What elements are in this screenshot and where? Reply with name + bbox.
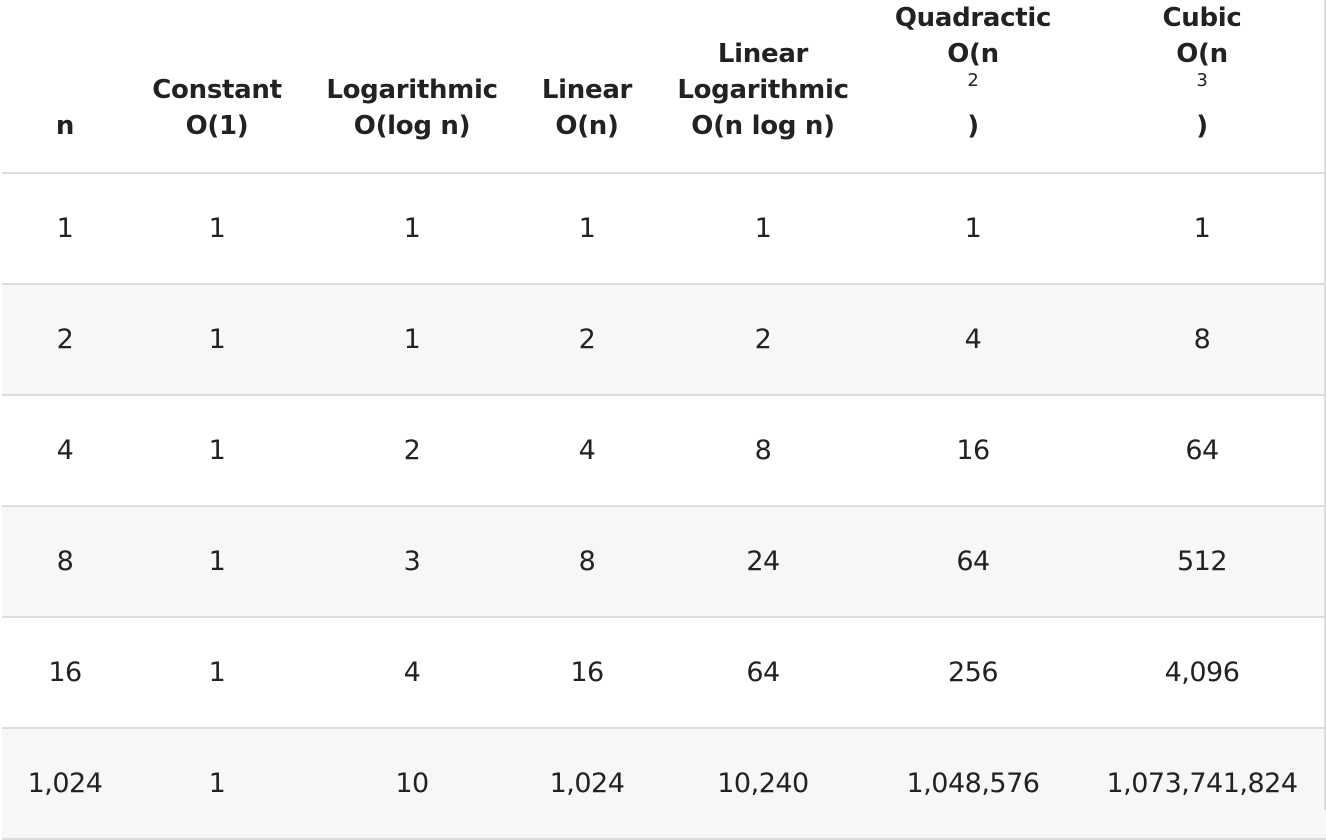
table-row: 1,024 1 10 1,024 10,240 1,048,576 1,073,741,82… [2,728,1326,840]
cell-quadratic: 16 [870,395,1076,507]
cell-cubic: 1 [1076,173,1326,285]
table-body: 1 1 1 1 1 1 1 2 1 1 2 2 4 8 4 1 2 4 8 16 64 8 1 3 8 24 64 512 16 1 4 16… [2,173,1326,840]
cell-logarithmic: 1 [306,284,518,396]
cell-logarithmic: 1 [306,173,518,285]
header-row: n Constant O(1) Logarithmic O(log n) Lin… [2,0,1326,174]
cell-linear-logarithmic: 10,240 [656,728,870,840]
cell-logarithmic: 10 [306,728,518,840]
cell-linear: 2 [518,284,656,396]
cell-linear-logarithmic: 2 [656,284,870,396]
cell-n: 16 [2,617,128,729]
cell-cubic: 64 [1076,395,1326,507]
cell-constant: 1 [128,284,306,396]
table-row: 8 1 3 8 24 64 512 [2,506,1326,618]
header-notation: O(n) [555,111,619,141]
table-row: 4 1 2 4 8 16 64 [2,395,1326,507]
header-logarithmic: Logarithmic O(log n) [306,0,518,174]
cell-cubic: 8 [1076,284,1326,396]
header-label: Logarithmic [326,75,498,105]
header-label: Constant [152,75,282,105]
header-notation: O(n log n) [691,111,835,141]
table-header: n Constant O(1) Logarithmic O(log n) Lin… [2,0,1326,174]
cell-constant: 1 [128,173,306,285]
cell-linear: 1,024 [518,728,656,840]
cell-n: 4 [2,395,128,507]
header-notation-base: O(n [1176,39,1228,69]
cell-quadratic: 4 [870,284,1076,396]
header-label: Quadractic [894,3,1052,33]
cell-cubic: 512 [1076,506,1326,618]
cell-linear-logarithmic: 24 [656,506,870,618]
header-constant: Constant O(1) [128,0,306,174]
cell-logarithmic: 4 [306,617,518,729]
header-linear: Linear O(n) [518,0,656,174]
cell-linear: 8 [518,506,656,618]
cell-quadratic: 1,048,576 [870,728,1076,840]
header-quadratic: Quadractic O(n 2) [870,0,1076,174]
header-notation: O(log n) [353,111,471,141]
header-label: Linear [541,75,633,105]
cell-n: 1 [2,173,128,285]
header-label: Cubic [1162,3,1242,33]
cell-quadratic: 64 [870,506,1076,618]
header-notation-close: ) [1196,111,1208,141]
table-row: 16 1 4 16 64 256 4,096 [2,617,1326,729]
header-cubic: Cubic O(n 3) [1076,0,1326,174]
header-notation-close: ) [967,111,979,141]
table-right-border [1324,0,1326,810]
cell-logarithmic: 3 [306,506,518,618]
cell-quadratic: 1 [870,173,1076,285]
cell-n: 2 [2,284,128,396]
header-label-2: Logarithmic [677,75,849,105]
header-notation: O(n 2) [872,36,1074,144]
cell-linear-logarithmic: 8 [656,395,870,507]
header-label: Linear [717,39,809,69]
header-label: n [55,111,75,141]
cell-logarithmic: 2 [306,395,518,507]
header-exponent: 3 [1196,70,1208,91]
cell-cubic: 1,073,741,824 [1076,728,1326,840]
header-notation: O(n 3) [1078,36,1326,144]
header-n: n [2,0,128,174]
cell-n: 8 [2,506,128,618]
header-exponent: 2 [967,70,979,91]
header-notation-base: O(n [947,39,999,69]
cell-linear: 4 [518,395,656,507]
cell-linear-logarithmic: 1 [656,173,870,285]
cell-quadratic: 256 [870,617,1076,729]
cell-linear: 1 [518,173,656,285]
header-notation: O(1) [185,111,249,141]
cell-linear-logarithmic: 64 [656,617,870,729]
cell-linear: 16 [518,617,656,729]
cell-constant: 1 [128,506,306,618]
cell-cubic: 4,096 [1076,617,1326,729]
cell-constant: 1 [128,617,306,729]
cell-n: 1,024 [2,728,128,840]
cell-constant: 1 [128,728,306,840]
header-linear-logarithmic: Linear Logarithmic O(n log n) [656,0,870,174]
cell-constant: 1 [128,395,306,507]
